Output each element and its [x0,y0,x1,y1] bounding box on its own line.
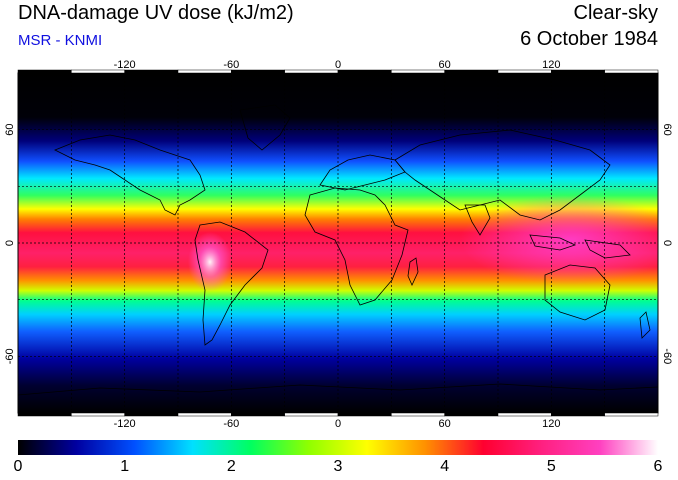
colorbar-tick-label: 5 [546,458,556,475]
frame-tick-marks [17,69,659,417]
frame-tick [71,412,125,417]
frame-tick [177,412,232,417]
coastlines [18,104,658,396]
frame-tick [337,412,392,417]
frame-tick [551,412,605,417]
frame-tick [604,412,659,417]
colorbar-tick-label: 2 [226,458,236,475]
map-title: DNA-damage UV dose (kJ/m2) [18,2,294,24]
longitude-label: 0 [335,59,341,71]
colorbar [18,440,658,455]
frame-tick [391,412,445,417]
longitude-label: 60 [439,418,451,430]
latitude-label: 0 [4,240,16,246]
longitude-labels-bottom: -120 -60 0 60 120 [114,418,561,430]
latitude-labels-right: 60 0 -60 [661,124,673,365]
latitude-label: 0 [661,240,673,246]
longitude-labels-top: -120 -60 0 60 120 [114,59,561,71]
frame-tick [124,412,179,417]
graticule [18,73,658,413]
frame-tick [337,69,392,74]
latitude-label: 60 [4,124,16,136]
longitude-label: 120 [542,59,560,71]
frame-tick [17,69,72,74]
colorbar-tick-label: 1 [120,458,130,475]
longitude-label: 0 [335,418,341,430]
source-label: MSR - KNMI [18,32,103,49]
longitude-label: -60 [223,418,239,430]
frame-tick [284,69,339,74]
frame-tick [497,412,552,417]
frame-tick [231,412,285,417]
frame-tick [17,412,72,417]
frame-tick [604,69,659,74]
longitude-label: -120 [114,59,136,71]
latitude-labels-left: 60 0 -60 [4,124,16,365]
latitude-label: -60 [661,348,673,364]
longitude-label: -120 [114,418,136,430]
latitude-label: 60 [661,124,673,136]
longitude-label: 120 [542,418,560,430]
colorbar-tick-label: 6 [653,458,663,475]
latitude-label: -60 [4,348,16,364]
longitude-label: 60 [439,59,451,71]
longitude-label: -60 [223,59,239,71]
sky-condition-label: Clear-sky [573,2,658,24]
frame-tick [231,69,285,74]
maritime-high-uv [460,195,658,285]
date-label: 6 October 1984 [520,28,658,50]
frame-tick [391,69,445,74]
colorbar-tick-label: 4 [440,458,450,475]
frame-tick [444,69,499,74]
frame-tick [444,412,499,417]
colorbar-tick-label: 3 [333,458,343,475]
frame-tick [284,412,339,417]
colorbar-tick-label: 0 [13,458,23,475]
andes-high-uv [188,232,232,292]
